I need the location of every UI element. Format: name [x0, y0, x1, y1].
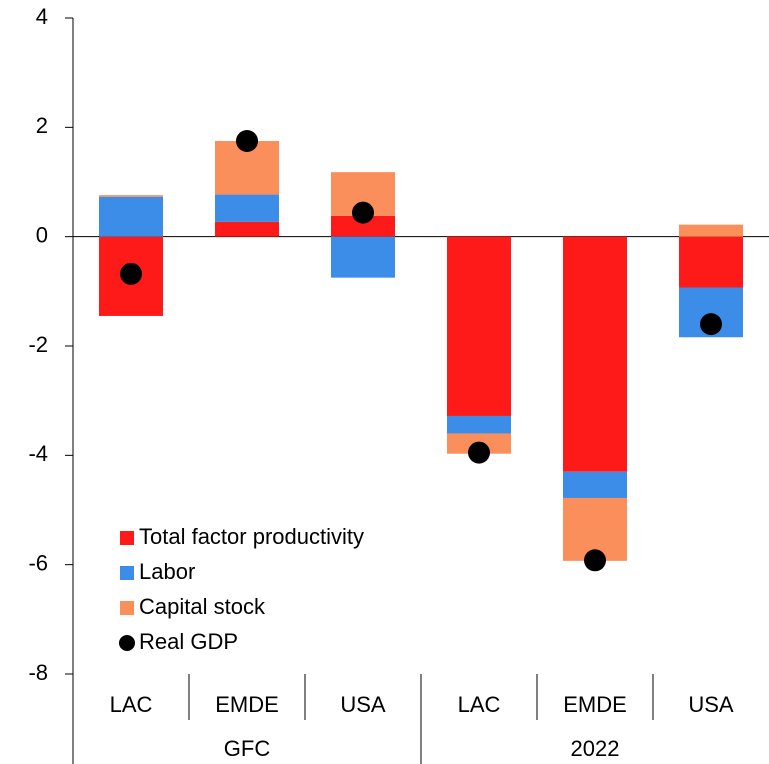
x-tick-label: LAC — [110, 692, 153, 717]
bar-segment — [331, 236, 395, 278]
y-tick-label: -4 — [28, 441, 48, 466]
group-label: 2022 — [571, 736, 620, 761]
x-tick-label: EMDE — [215, 692, 279, 717]
y-tick-label: 2 — [36, 113, 48, 138]
dot — [700, 313, 722, 336]
bar-segment — [331, 215, 395, 237]
legend-label: Total factor productivity — [139, 524, 364, 549]
bar-segment — [99, 196, 163, 237]
y-tick-label: -8 — [28, 660, 48, 685]
bar-segment — [215, 194, 279, 222]
legend-marker — [119, 635, 135, 651]
bar-segment — [447, 415, 511, 434]
legend-swatch — [120, 531, 134, 545]
bar-segment — [563, 236, 627, 472]
y-tick-label: 4 — [36, 4, 48, 29]
dot — [120, 262, 142, 285]
dot — [236, 130, 258, 152]
dot — [352, 201, 374, 224]
group-label: GFC — [224, 736, 271, 761]
bar-segment — [99, 195, 163, 197]
x-tick-label: USA — [688, 692, 734, 717]
y-tick-label: 0 — [36, 222, 48, 247]
legend-label: Real GDP — [139, 629, 238, 654]
x-tick-label: EMDE — [563, 692, 627, 717]
legend-label: Labor — [139, 559, 195, 584]
legend-label: Capital stock — [139, 594, 266, 619]
dot — [584, 549, 606, 572]
bar-segment — [679, 236, 743, 288]
y-tick-label: -2 — [28, 332, 48, 357]
bar-segment — [447, 236, 511, 416]
dot — [468, 441, 490, 464]
bar-segment — [563, 471, 627, 498]
legend-swatch — [120, 601, 134, 615]
y-tick-label: -6 — [28, 550, 48, 575]
x-tick-label: USA — [340, 692, 386, 717]
bar-segment — [679, 224, 743, 237]
legend-swatch — [120, 566, 134, 580]
x-tick-label: LAC — [458, 692, 501, 717]
bar-segment — [215, 221, 279, 237]
